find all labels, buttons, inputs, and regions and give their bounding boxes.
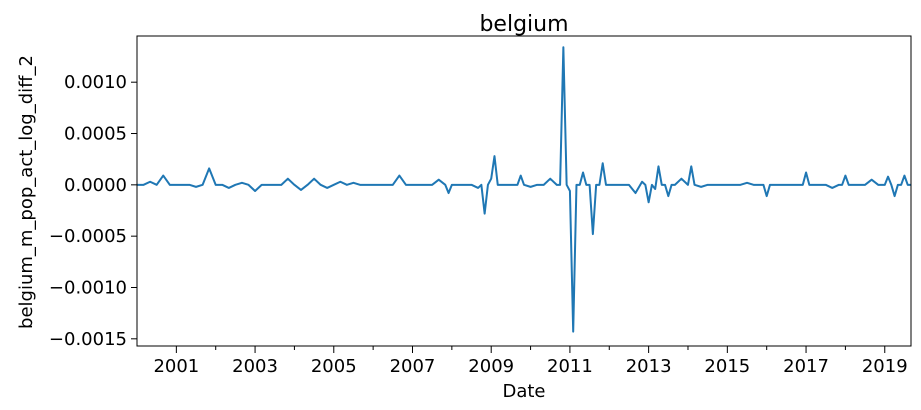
y-axis-label: belgium_m_pop_act_log_diff_2 [16,55,37,329]
x-tick-label: 2015 [704,356,750,377]
y-tick-label: −0.0010 [49,277,127,298]
series-line [137,46,911,333]
x-tick-label: 2003 [232,356,278,377]
x-tick-label: 2017 [783,356,829,377]
y-tick-label: 0.0000 [64,175,127,196]
x-tick-label: 2019 [862,356,908,377]
y-axis: −0.0015 −0.0010 −0.0005 0.0000 0.0005 0.0010 [49,72,137,350]
x-tick-label: 2011 [547,356,593,377]
x-axis-label: Date [502,381,545,402]
y-tick-label: −0.0015 [49,329,127,350]
x-tick-label: 2007 [390,356,436,377]
plot-frame [136,35,912,347]
y-tick-label: 0.0005 [64,124,127,145]
x-tick-label: 2001 [153,356,199,377]
x-tick-label: 2013 [626,356,672,377]
y-tick-label: 0.0010 [64,72,127,93]
y-tick-label: −0.0005 [49,226,127,247]
chart-title: belgium [479,12,568,37]
x-tick-label: 2009 [468,356,514,377]
x-axis: 2001 2003 2005 2007 2009 2011 2013 2015 2017 2019 [153,346,908,377]
plot-area [136,35,912,347]
x-tick-label: 2005 [311,356,357,377]
